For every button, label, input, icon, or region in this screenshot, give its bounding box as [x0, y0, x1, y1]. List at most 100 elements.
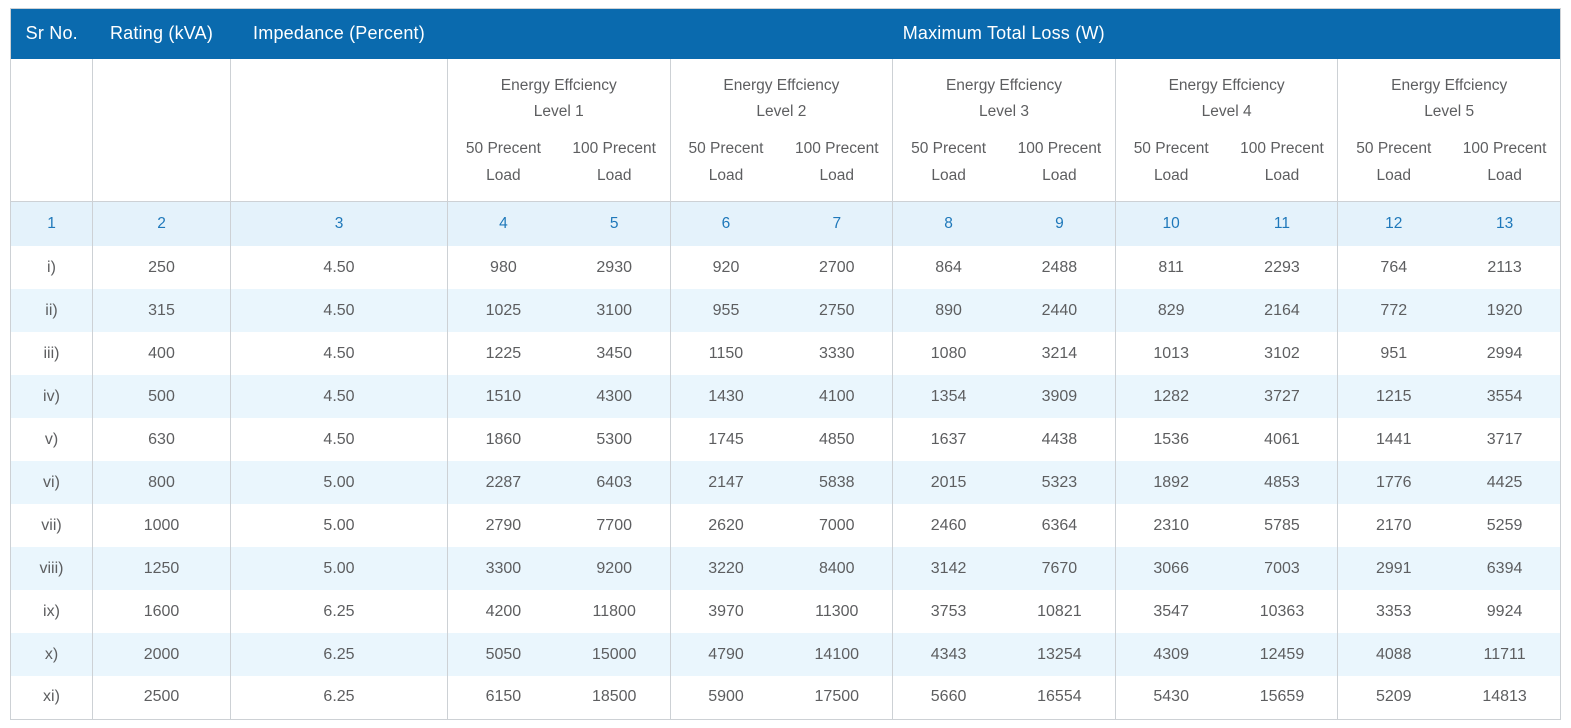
loss-value: 1536	[1114, 418, 1227, 461]
loss-value: 5259	[1449, 504, 1561, 547]
loss-value: 4200	[446, 590, 559, 633]
loss-value: 1282	[1114, 375, 1227, 418]
loss-value: 2620	[669, 504, 782, 547]
loss-value: 2790	[446, 504, 559, 547]
row-rating: 315	[92, 289, 231, 332]
loss-value: 4343	[892, 633, 1004, 676]
loss-value: 9924	[1449, 590, 1561, 633]
table-row: x) 2000 6.25 5050 15000 4790 14100 4343 13254 430…	[10, 633, 1561, 676]
loss-value: 2930	[558, 246, 671, 289]
loss-value: 1920	[1449, 289, 1561, 332]
table-row: iv) 500 4.50 1510 4300 1430 4100 1354 3909 1282 37…	[10, 375, 1561, 418]
loss-value: 14100	[781, 633, 893, 676]
loss-value: 1354	[892, 375, 1004, 418]
col-header-sr-no: Sr No.	[10, 8, 93, 59]
loss-value: 1510	[446, 375, 559, 418]
loss-value: 14813	[1449, 676, 1561, 719]
loss-value: 4790	[669, 633, 782, 676]
loss-value: 2113	[1449, 246, 1561, 289]
level-group-header: Energy Effciency Level 2 50 Precent Load 10…	[669, 58, 893, 201]
loss-value: 5323	[1003, 461, 1116, 504]
loss-value: 7670	[1003, 547, 1116, 590]
loss-value: 6364	[1003, 504, 1116, 547]
loss-value: 9200	[558, 547, 671, 590]
loss-value: 772	[1337, 289, 1450, 332]
load-100-percent-label: 100 Precent Load	[1017, 139, 1102, 184]
level-group-header: Energy Effciency Level 1 50 Precent Load 10…	[447, 58, 671, 201]
col-header-max-total-loss: Maximum Total Loss (W)	[447, 8, 1561, 59]
loss-value: 4061	[1226, 418, 1338, 461]
level-title: Energy Effciency Level 4	[1168, 76, 1285, 120]
loss-value: 1025	[446, 289, 559, 332]
empty-cell	[10, 58, 93, 201]
table-row: vi) 800 5.00 2287 6403 2147 5838 2015 5323 1892 48…	[10, 461, 1561, 504]
loss-value: 3547	[1114, 590, 1227, 633]
loss-value: 3330	[781, 332, 893, 375]
column-number: 13	[1449, 200, 1561, 246]
table-row: vii) 1000 5.00 2790 7700 2620 7000 2460 6364 2310…	[10, 504, 1561, 547]
loss-value: 17500	[781, 676, 893, 719]
loss-value: 13254	[1003, 633, 1116, 676]
row-sr-no: xi)	[10, 676, 93, 719]
loss-value: 3300	[446, 547, 559, 590]
loss-value: 11711	[1449, 633, 1561, 676]
row-rating: 400	[92, 332, 231, 375]
table-row: ix) 1600 6.25 4200 11800 3970 11300 3753 10821 35…	[10, 590, 1561, 633]
loss-value: 11300	[781, 590, 893, 633]
row-sr-no: v)	[10, 418, 93, 461]
table-row: i) 250 4.50 980 2930 920 2700 864 2488 811 2293 764…	[10, 246, 1561, 289]
loss-value: 811	[1114, 246, 1227, 289]
loss-value: 4300	[558, 375, 671, 418]
loss-value: 2293	[1226, 246, 1338, 289]
loss-value: 1150	[669, 332, 782, 375]
row-impedance: 6.25	[230, 590, 448, 633]
row-rating: 250	[92, 246, 231, 289]
loss-value: 10363	[1226, 590, 1338, 633]
column-number: 9	[1003, 200, 1116, 246]
loss-value: 3214	[1003, 332, 1116, 375]
loss-value: 5050	[446, 633, 559, 676]
load-100-percent-label: 100 Precent Load	[1240, 139, 1324, 184]
row-rating: 500	[92, 375, 231, 418]
level-group-header: Energy Effciency Level 5 50 Precent Load 10…	[1337, 58, 1561, 201]
loss-value: 3717	[1449, 418, 1561, 461]
main-header-row: Sr No. Rating (kVA) Impedance (Percent) …	[10, 8, 1561, 59]
loss-value: 1013	[1114, 332, 1227, 375]
loss-value: 2310	[1114, 504, 1227, 547]
row-rating: 630	[92, 418, 231, 461]
load-50-percent-label: 50 Precent Load	[688, 139, 764, 184]
column-number: 3	[230, 200, 448, 246]
row-impedance: 4.50	[230, 375, 448, 418]
level-title: Energy Effciency Level 2	[723, 76, 840, 120]
loss-value: 3102	[1226, 332, 1338, 375]
loss-value: 7003	[1226, 547, 1338, 590]
loss-value: 864	[892, 246, 1004, 289]
level-title: Energy Effciency Level 5	[1391, 76, 1508, 120]
row-sr-no: x)	[10, 633, 93, 676]
loss-value: 1776	[1337, 461, 1450, 504]
loss-value: 4088	[1337, 633, 1450, 676]
col-header-impedance: Impedance (Percent)	[230, 8, 448, 59]
loss-value: 3353	[1337, 590, 1450, 633]
loss-value: 7700	[558, 504, 671, 547]
loss-value: 3100	[558, 289, 671, 332]
column-number: 8	[892, 200, 1004, 246]
row-rating: 2000	[92, 633, 231, 676]
level-title: Energy Effciency Level 3	[945, 76, 1062, 120]
table-row: v) 630 4.50 1860 5300 1745 4850 1637 4438 1536 406…	[10, 418, 1561, 461]
loss-value: 2460	[892, 504, 1004, 547]
load-50-percent-label: 50 Precent Load	[1133, 139, 1209, 184]
row-sr-no: vii)	[10, 504, 93, 547]
loss-value: 4100	[781, 375, 893, 418]
row-impedance: 4.50	[230, 289, 448, 332]
loss-value: 2750	[781, 289, 893, 332]
row-impedance: 4.50	[230, 246, 448, 289]
loss-value: 1215	[1337, 375, 1450, 418]
loss-value: 2170	[1337, 504, 1450, 547]
loss-value: 18500	[558, 676, 671, 719]
loss-value: 920	[669, 246, 782, 289]
column-number-row: 1 2 3 4 5 6 7 8 9 10 11 12 13	[10, 200, 1561, 246]
load-100-percent-label: 100 Precent Load	[794, 139, 879, 184]
table-row: ii) 315 4.50 1025 3100 955 2750 890 2440 829 2164 7…	[10, 289, 1561, 332]
loss-value: 1430	[669, 375, 782, 418]
